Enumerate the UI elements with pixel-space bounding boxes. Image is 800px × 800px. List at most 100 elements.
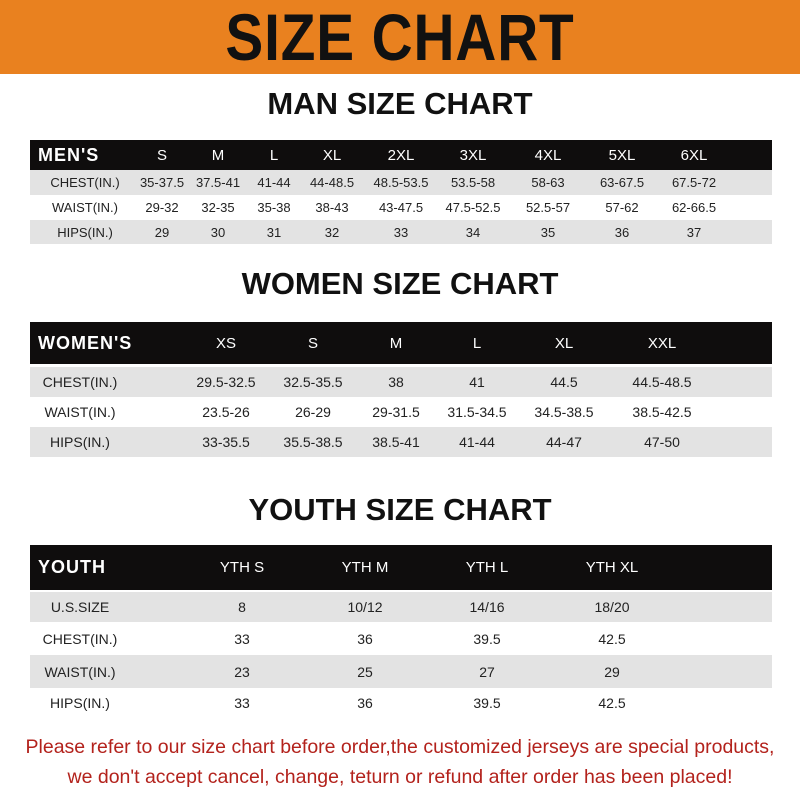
measurement-value: 41-44 (459, 434, 495, 450)
measurement-value: 23 (234, 663, 250, 680)
size-column-header: XS (215, 334, 237, 352)
measurement-value: 36 (357, 695, 373, 711)
size-column-header: 6XL (680, 146, 708, 164)
table-row: WAIST(IN.) 29-32 32-35 35-38 38-43 43-47.5 47.… (30, 195, 772, 220)
size-column-header: L (472, 334, 482, 352)
table-category-label: YOUTH (38, 557, 106, 577)
size-column-header: L (269, 146, 279, 164)
measurement-value: 23.5-26 (202, 404, 250, 420)
measurement-value: 63-67.5 (599, 175, 645, 190)
measurement-value: 33 (393, 224, 409, 240)
measurement-label: CHEST(IN.) (42, 630, 118, 647)
measurement-value: 38-43 (315, 200, 349, 215)
table-header-row: WOMEN'S XS S M L XL XXL (30, 322, 772, 364)
measurement-value: 42.5 (598, 630, 626, 647)
measurement-label: HIPS(IN.) (57, 224, 113, 240)
size-column-header: 3XL (459, 146, 487, 164)
size-column-header: XXL (647, 334, 677, 352)
measurement-label: WAIST(IN.) (44, 663, 116, 680)
measurement-value: 39.5 (473, 695, 501, 711)
measurement-label: HIPS(IN.) (50, 434, 110, 450)
women-size-table: WOMEN'S XS S M L XL XXL CHEST(IN.) 29.5-32.5 32.5… (30, 322, 772, 457)
measurement-value: 29-31.5 (372, 404, 420, 420)
measurement-value: 29 (154, 224, 170, 240)
size-column-header: M (211, 146, 225, 164)
measurement-value: 42.5 (598, 695, 626, 711)
measurement-value: 29 (604, 663, 620, 680)
measurement-value: 10/12 (347, 599, 383, 615)
measurement-value: 44-48.5 (309, 175, 355, 190)
measurement-value: 26-29 (295, 404, 331, 420)
measurement-value: 37 (686, 224, 702, 240)
youth-size-table: YOUTH YTH S YTH M YTH L YTH XL U.S.SIZE 8 10/12… (30, 545, 772, 718)
measurement-value: 57-62 (605, 200, 639, 215)
size-column-header: XL (322, 146, 342, 164)
measurement-label: WAIST(IN.) (44, 404, 116, 420)
measurement-value: 29.5-32.5 (196, 374, 256, 390)
measurement-value: 67.5-72 (671, 175, 717, 190)
measurement-value: 18/20 (594, 599, 630, 615)
measurement-value: 37.5-41 (195, 175, 241, 190)
measurement-label: CHEST(IN.) (42, 374, 118, 390)
measurement-value: 62-66.5 (671, 200, 717, 215)
measurement-value: 53.5-58 (450, 175, 496, 190)
measurement-value: 27 (479, 663, 495, 680)
page-title: SIZE CHART (225, 0, 575, 74)
disclaimer-line-1: Please refer to our size chart before or… (25, 736, 775, 758)
measurement-value: 8 (238, 599, 246, 615)
table-row: CHEST(IN.) 35-37.5 37.5-41 41-44 44-48.5 48.5… (30, 170, 772, 195)
youth-section-title: YOUTH SIZE CHART (248, 492, 552, 527)
measurement-value: 41-44 (257, 175, 291, 190)
measurement-value: 34 (465, 224, 481, 240)
measurement-value: 33 (234, 695, 250, 711)
measurement-value: 43-47.5 (378, 200, 424, 215)
measurement-value: 44-47 (546, 434, 582, 450)
men-size-table: MEN'S S M L XL 2XL 3XL 4XL 5XL 6XL CHEST(IN.) 35-37… (30, 140, 772, 244)
table-row: U.S.SIZE 8 10/12 14/16 18/20 (30, 592, 772, 622)
measurement-value: 44.5 (550, 374, 578, 390)
measurement-value: 47-50 (644, 434, 680, 450)
table-row: WAIST(IN.) 23.5-26 26-29 29-31.5 31.5-34.5 34… (30, 397, 772, 427)
men-section-title: MAN SIZE CHART (267, 86, 533, 121)
measurement-value: 34.5-38.5 (534, 404, 594, 420)
measurement-value: 44.5-48.5 (632, 374, 692, 390)
size-column-header: YTH S (219, 559, 265, 576)
measurement-label: HIPS(IN.) (50, 695, 110, 711)
table-category-label: MEN'S (38, 144, 100, 165)
measurement-value: 31 (266, 224, 282, 240)
measurement-value: 35 (540, 224, 556, 240)
table-row: HIPS(IN.) 29 30 31 32 33 34 35 36 37 (30, 220, 772, 244)
women-section-title: WOMEN SIZE CHART (241, 266, 559, 301)
table-category-label: WOMEN'S (38, 332, 133, 353)
disclaimer-line-2: we don't accept cancel, change, teturn o… (67, 766, 733, 788)
measurement-label: WAIST(IN.) (52, 200, 118, 215)
measurement-value: 52.5-57 (525, 200, 571, 215)
table-row: CHEST(IN.) 29.5-32.5 32.5-35.5 38 41 44.5 44.5… (30, 367, 772, 397)
measurement-value: 32 (324, 224, 340, 240)
measurement-value: 31.5-34.5 (447, 404, 507, 420)
measurement-value: 33-35.5 (202, 434, 250, 450)
table-row: WAIST(IN.) 23 25 27 29 (30, 655, 772, 688)
size-column-header: M (389, 334, 403, 352)
measurement-value: 39.5 (473, 630, 501, 647)
size-column-header: 2XL (387, 146, 415, 164)
measurement-value: 36 (614, 224, 630, 240)
measurement-value: 14/16 (469, 599, 505, 615)
measurement-value: 58-63 (531, 175, 565, 190)
measurement-value: 33 (234, 630, 250, 647)
size-column-header: YTH L (465, 559, 509, 576)
measurement-value: 38.5-42.5 (632, 404, 692, 420)
measurement-value: 32.5-35.5 (283, 374, 343, 390)
table-row: HIPS(IN.) 33-35.5 35.5-38.5 38.5-41 41-44 44-… (30, 427, 772, 457)
size-column-header: S (156, 146, 168, 164)
size-column-header: YTH XL (585, 559, 639, 576)
size-column-header: 4XL (534, 146, 562, 164)
measurement-value: 35-38 (257, 200, 291, 215)
measurement-value: 41 (469, 374, 485, 390)
measurement-value: 47.5-52.5 (445, 200, 501, 215)
size-column-header: S (307, 334, 319, 352)
measurement-value: 32-35 (201, 200, 235, 215)
table-header-row: YOUTH YTH S YTH M YTH L YTH XL (30, 545, 772, 590)
measurement-value: 35-37.5 (139, 175, 185, 190)
title-banner: SIZE CHART (0, 0, 800, 74)
